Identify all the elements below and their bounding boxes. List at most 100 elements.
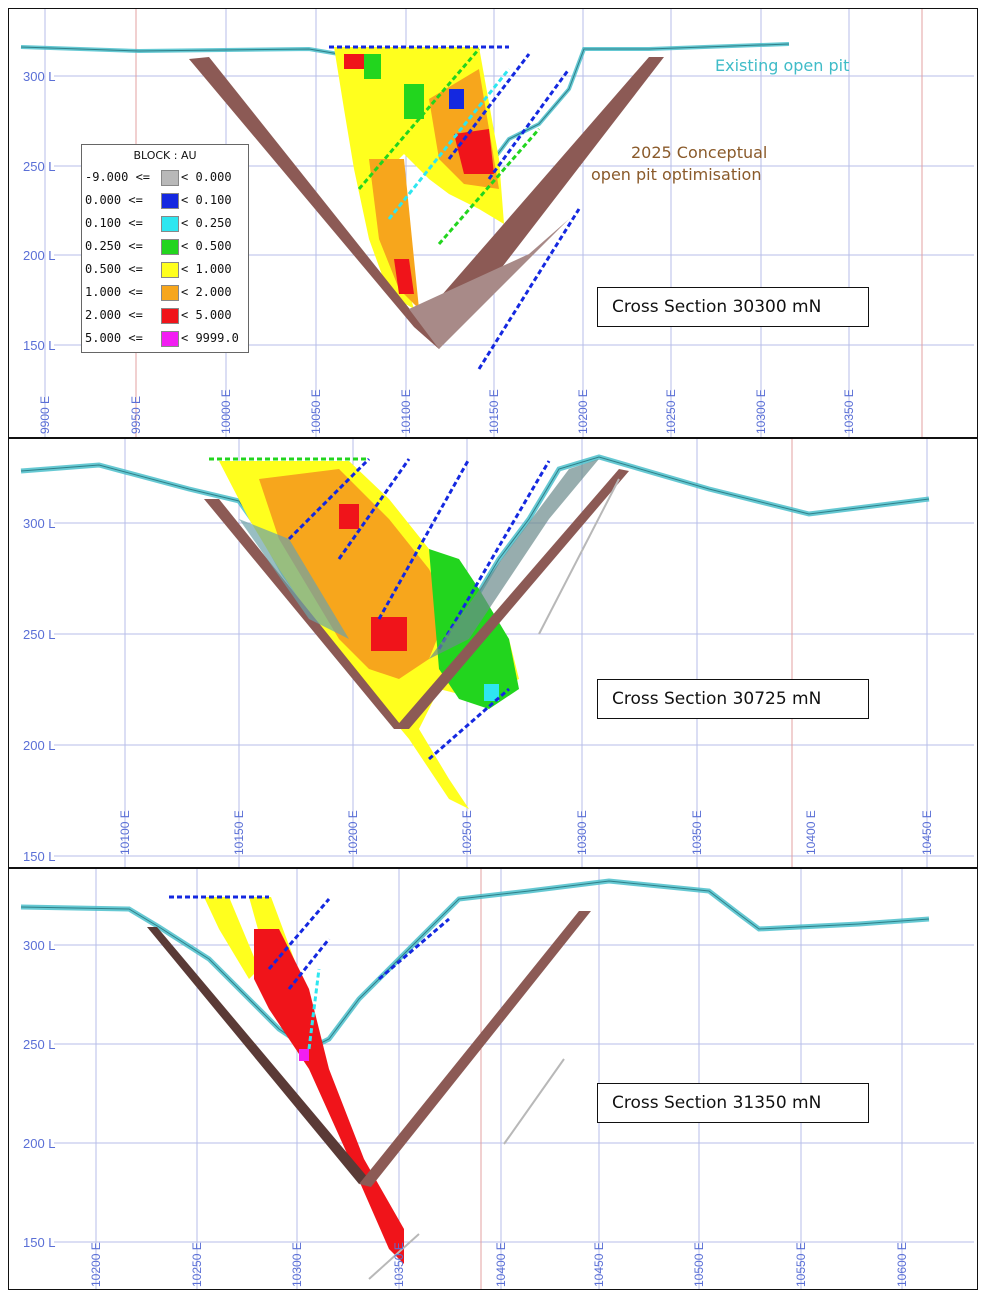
- easting-label: 10000 E: [219, 389, 233, 434]
- legend-row: 5.000 <= < 9999.0: [82, 327, 248, 350]
- easting-label: 10050 E: [309, 389, 323, 434]
- conceptual-pit-shell: [147, 911, 591, 1280]
- legend-high: < 0.000: [181, 170, 232, 184]
- easting-label: 10600 E: [895, 1242, 909, 1287]
- legend-row: 2.000 <= < 5.000: [82, 304, 248, 327]
- legend-row: 0.500 <= < 1.000: [82, 258, 248, 281]
- legend-high: < 0.100: [181, 193, 232, 207]
- easting-label: 10150 E: [232, 810, 246, 855]
- legend-high: < 0.500: [181, 239, 232, 253]
- drillholes: [329, 45, 581, 370]
- section-plot: 300 L 250 L 200 L 150 L 10200 E 10250 E …: [20, 869, 974, 1289]
- legend-row: 0.000 <= < 0.100: [82, 189, 248, 212]
- easting-labels: 10200 E 10250 E 10300 E 10350 E 10400 E …: [89, 1242, 909, 1287]
- easting-label: 10550 E: [794, 1242, 808, 1287]
- legend-swatch: [161, 216, 179, 232]
- legend-low: 0.000 <=: [85, 193, 143, 207]
- easting-label: 10400 E: [494, 1242, 508, 1287]
- legend-high: < 1.000: [181, 262, 232, 276]
- drillholes: [169, 895, 450, 1050]
- legend-high: < 9999.0: [181, 331, 239, 345]
- easting-label: 10100 E: [118, 810, 132, 855]
- section-plot: 300 L 250 L 200 L 150 L 9900 E 9950 E 10…: [20, 9, 974, 437]
- level-label: 300 L: [23, 69, 56, 84]
- easting-label: 10300 E: [290, 1242, 304, 1287]
- level-label: 300 L: [23, 938, 56, 953]
- level-label: 300 L: [23, 516, 56, 531]
- level-labels: 300 L 250 L 200 L 150 L: [23, 938, 56, 1250]
- legend-high: < 5.000: [181, 308, 232, 322]
- grade-legend: BLOCK : AU -9.000 <= < 0.000 0.000 <= < …: [81, 144, 249, 353]
- cross-section-panel-30725: 300 L 250 L 200 L 150 L 10100 E 10150 E …: [8, 438, 978, 868]
- level-label: 200 L: [23, 738, 56, 753]
- easting-label: 10200 E: [346, 810, 360, 855]
- legend-swatch: [161, 262, 179, 278]
- easting-label: 10300 E: [575, 810, 589, 855]
- level-label: 250 L: [23, 1037, 56, 1052]
- easting-label: 10250 E: [664, 389, 678, 434]
- easting-label: 10450 E: [592, 1242, 606, 1287]
- cross-section-panel-31350: 300 L 250 L 200 L 150 L 10200 E 10250 E …: [8, 868, 978, 1290]
- legend-low: 5.000 <=: [85, 331, 143, 345]
- easting-label: 10200 E: [89, 1242, 103, 1287]
- grade-blocks: [204, 897, 404, 1264]
- level-label: 200 L: [23, 248, 56, 263]
- legend-row: 0.250 <= < 0.500: [82, 235, 248, 258]
- easting-label: 10400 E: [804, 810, 818, 855]
- easting-label: 10500 E: [692, 1242, 706, 1287]
- section-label: Cross Section 30725 mN: [597, 679, 869, 719]
- legend-swatch: [161, 193, 179, 209]
- easting-label: 10350 E: [690, 810, 704, 855]
- legend-swatch: [161, 285, 179, 301]
- legend-swatch: [161, 331, 179, 347]
- grid: [54, 869, 974, 1289]
- level-label: 150 L: [23, 338, 56, 353]
- legend-low: 1.000 <=: [85, 285, 143, 299]
- legend-low: 0.500 <=: [85, 262, 143, 276]
- easting-label: 10350 E: [392, 1242, 406, 1287]
- legend-row: 1.000 <= < 2.000: [82, 281, 248, 304]
- conceptual-pit-label-line2: open pit optimisation: [591, 165, 762, 184]
- section-plot: 300 L 250 L 200 L 150 L 10100 E 10150 E …: [20, 439, 974, 867]
- cross-section-panel-30300: 300 L 250 L 200 L 150 L 9900 E 9950 E 10…: [8, 8, 978, 438]
- legend-low: -9.000 <=: [85, 170, 151, 184]
- level-labels: 300 L 250 L 200 L 150 L: [23, 516, 56, 864]
- drillholes: [209, 457, 551, 761]
- easting-label: 10200 E: [576, 389, 590, 434]
- legend-low: 0.250 <=: [85, 239, 143, 253]
- level-labels: 300 L 250 L 200 L 150 L: [23, 69, 56, 353]
- legend-low: 0.100 <=: [85, 216, 143, 230]
- level-label: 200 L: [23, 1136, 56, 1151]
- section-label: Cross Section 30300 mN: [597, 287, 869, 327]
- easting-label: 10250 E: [190, 1242, 204, 1287]
- legend-low: 2.000 <=: [85, 308, 143, 322]
- conceptual-pit-shell: [204, 459, 629, 729]
- conceptual-pit-label-line1: 2025 Conceptual: [631, 143, 768, 162]
- legend-title: BLOCK : AU: [133, 149, 197, 162]
- easting-label: 10350 E: [842, 389, 856, 434]
- existing-pit-label: Existing open pit: [715, 56, 850, 75]
- legend-high: < 2.000: [181, 285, 232, 299]
- legend-swatch: [161, 170, 179, 186]
- easting-label: 10100 E: [399, 389, 413, 434]
- level-label: 250 L: [23, 159, 56, 174]
- easting-label: 9900 E: [38, 396, 52, 434]
- section-label: Cross Section 31350 mN: [597, 1083, 869, 1123]
- level-label: 150 L: [23, 849, 56, 864]
- legend-swatch: [161, 239, 179, 255]
- conceptual-pit-shell: [189, 57, 664, 349]
- legend-swatch: [161, 308, 179, 324]
- legend-row: 0.100 <= < 0.250: [82, 212, 248, 235]
- easting-label: 9950 E: [129, 396, 143, 434]
- existing-pit-surface: [20, 878, 930, 1052]
- grade-blocks: [219, 461, 519, 809]
- legend-row: -9.000 <= < 0.000: [82, 166, 248, 189]
- level-label: 150 L: [23, 1235, 56, 1250]
- easting-label: 10300 E: [754, 389, 768, 434]
- easting-labels: 10100 E 10150 E 10200 E 10250 E 10300 E …: [118, 810, 934, 855]
- legend-high: < 0.250: [181, 216, 232, 230]
- easting-label: 10150 E: [487, 389, 501, 434]
- easting-label: 10250 E: [460, 810, 474, 855]
- easting-labels: 9900 E 9950 E 10000 E 10050 E 10100 E 10…: [38, 389, 856, 434]
- easting-label: 10450 E: [920, 810, 934, 855]
